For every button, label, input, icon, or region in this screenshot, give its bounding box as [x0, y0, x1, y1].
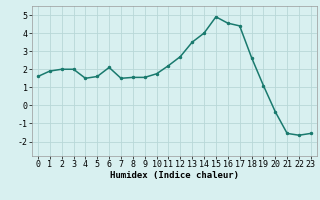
X-axis label: Humidex (Indice chaleur): Humidex (Indice chaleur): [110, 171, 239, 180]
